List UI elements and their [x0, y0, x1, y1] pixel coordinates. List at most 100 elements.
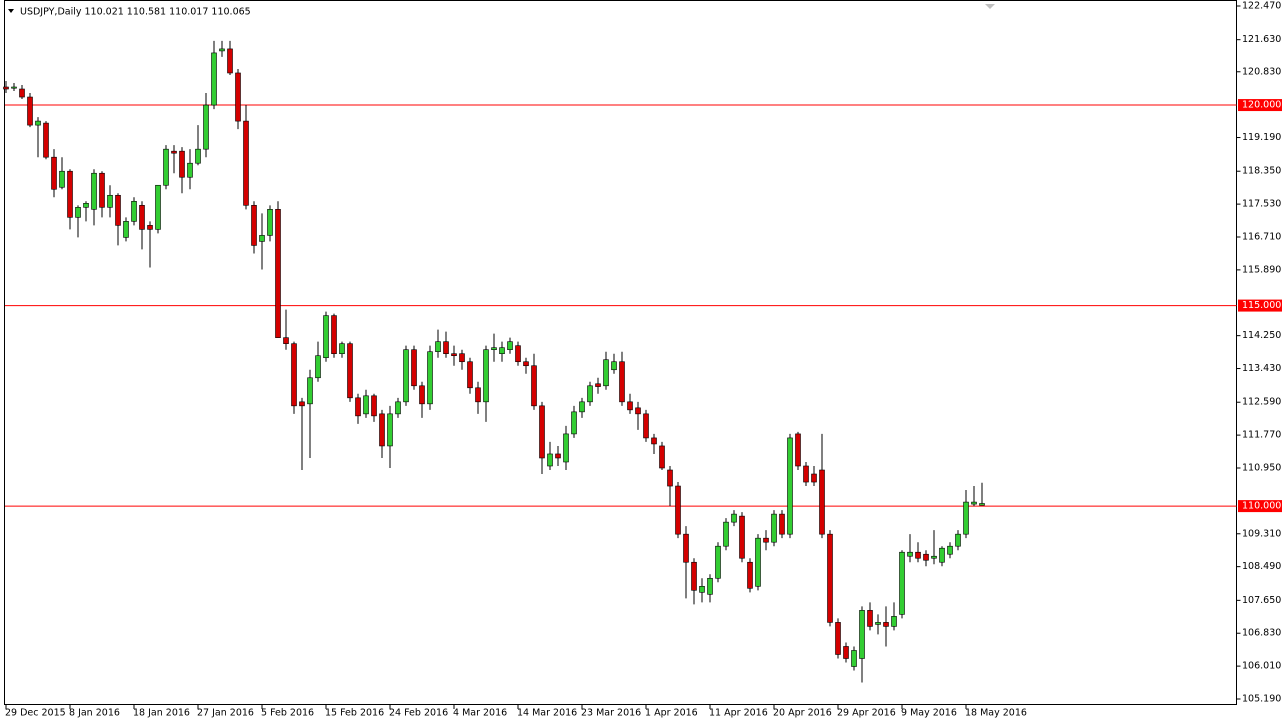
candle-body [603, 359, 609, 387]
candle-body [387, 413, 393, 447]
level-label-box [1238, 299, 1282, 312]
candle-body [467, 361, 473, 389]
candle-body [715, 545, 721, 579]
candle-body [395, 401, 401, 415]
candle-body [787, 437, 793, 535]
candle-body [523, 361, 529, 367]
candle-body [251, 205, 257, 246]
candle-body [563, 433, 569, 463]
candle-body [115, 194, 121, 226]
candle-body [379, 413, 385, 447]
y-tick-label: 106.830 [1242, 628, 1281, 639]
candle-body [355, 397, 361, 417]
candle-body [347, 343, 353, 399]
candle-body [907, 551, 913, 557]
y-tick-label: 119.190 [1242, 132, 1281, 143]
x-tick-label: 18 Jan 2016 [133, 708, 190, 719]
candle-body [363, 395, 369, 415]
candle-body [955, 533, 961, 547]
candle-body [707, 577, 713, 595]
candle-body [507, 341, 513, 350]
x-tick-label: 14 Mar 2016 [517, 708, 577, 719]
x-tick-label: 29 Apr 2016 [837, 708, 896, 719]
y-tick-label: 113.430 [1242, 363, 1281, 374]
candle-body [403, 349, 409, 403]
candle-body [627, 401, 633, 411]
level-label: 115.000 [1242, 300, 1281, 311]
candle-body [931, 555, 937, 559]
x-tick-label: 8 Jan 2016 [69, 708, 120, 719]
candle-body [851, 650, 857, 667]
candle-body [619, 361, 625, 403]
candle-body [419, 385, 425, 405]
candle-body [475, 387, 481, 403]
candle-body [883, 622, 889, 627]
level-label: 120.000 [1242, 100, 1281, 111]
y-tick-label: 112.590 [1242, 397, 1281, 408]
candle-body [635, 407, 641, 415]
y-tick-label: 110.950 [1242, 463, 1281, 474]
candle-body [283, 337, 289, 344]
candle-body [267, 209, 273, 236]
candle-body [843, 646, 849, 659]
x-tick-label: 27 Jan 2016 [197, 708, 254, 719]
candle-body [299, 401, 305, 407]
candle-body [43, 122, 49, 158]
candle-body [979, 503, 985, 506]
candle-body [819, 469, 825, 535]
candle-body [443, 341, 449, 355]
candle-body [515, 345, 521, 363]
candle-body [747, 561, 753, 589]
y-tick-label: 115.890 [1242, 264, 1281, 275]
candle-body [483, 349, 489, 403]
candle-body [139, 205, 145, 230]
candle-body [595, 383, 601, 387]
candle-body [899, 551, 905, 615]
candle-body [155, 184, 161, 230]
candle-body [827, 533, 833, 623]
candle-body [435, 341, 441, 352]
candle-body [91, 172, 97, 210]
menu-triangle [8, 9, 14, 13]
x-tick-label: 29 Dec 2015 [5, 708, 66, 719]
candle-body [643, 413, 649, 439]
x-tick-label: 1 Apr 2016 [645, 708, 698, 719]
candle-body [779, 513, 785, 535]
candle-body [195, 148, 201, 164]
candle-body [739, 515, 745, 559]
candle-body [131, 201, 137, 222]
candle-body [947, 545, 953, 555]
candle-body [147, 225, 153, 230]
candle-body [339, 343, 345, 355]
candle-body [307, 377, 313, 405]
level-label-box [1238, 500, 1282, 513]
candle-body [923, 553, 929, 561]
candle-body [187, 162, 193, 178]
candle-body [755, 537, 761, 587]
candle-body [963, 501, 969, 535]
candle-body [915, 551, 921, 559]
candle-body [99, 172, 105, 208]
candle-body [867, 610, 873, 627]
candle-body [859, 610, 865, 659]
x-tick-label: 23 Mar 2016 [581, 708, 641, 719]
candle-body [83, 203, 89, 208]
y-tick-label: 118.350 [1242, 166, 1281, 177]
x-tick-label: 11 Apr 2016 [709, 708, 768, 719]
y-tick-label: 106.010 [1242, 661, 1281, 672]
y-tick-label: 109.310 [1242, 528, 1281, 539]
candle-body [59, 170, 65, 188]
candle-body [3, 86, 9, 90]
candle-body [123, 221, 129, 238]
candle-body [691, 561, 697, 591]
candle-body [723, 521, 729, 547]
candle-body [259, 235, 265, 242]
candle-body [371, 395, 377, 417]
candle-body [795, 433, 801, 467]
candle-body [75, 207, 81, 218]
candle-body [547, 453, 553, 467]
candle-body [971, 501, 977, 505]
y-tick-label: 120.830 [1242, 66, 1281, 77]
candle-body [771, 513, 777, 543]
candle-body [539, 405, 545, 459]
